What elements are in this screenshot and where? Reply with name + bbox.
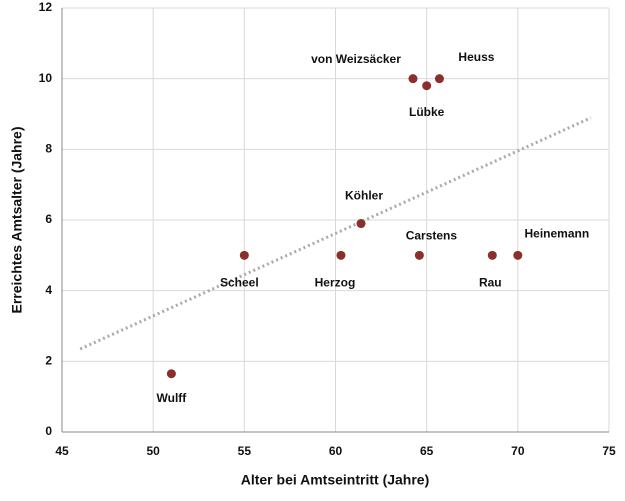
y-tick-label: 4 xyxy=(45,283,52,297)
point xyxy=(422,81,432,91)
y-tick-label: 10 xyxy=(39,71,53,85)
point-label: Lübke xyxy=(409,105,445,119)
point xyxy=(434,74,444,84)
x-tick-label: 75 xyxy=(602,444,616,458)
x-tick-label: 45 xyxy=(55,444,69,458)
point xyxy=(356,219,366,229)
point-label: von Weizsäcker xyxy=(311,52,401,66)
x-tick-label: 60 xyxy=(329,444,343,458)
point xyxy=(166,369,176,379)
x-tick-label: 50 xyxy=(146,444,160,458)
y-tick-label: 2 xyxy=(45,354,52,368)
x-tick-label: 70 xyxy=(511,444,525,458)
x-tick-label: 55 xyxy=(238,444,252,458)
x-tick-label: 65 xyxy=(420,444,434,458)
x-axis-title: Alter bei Amtseintritt (Jahre) xyxy=(241,472,430,488)
point xyxy=(513,250,523,260)
trendline xyxy=(79,116,592,351)
y-tick-label: 6 xyxy=(45,212,52,226)
point xyxy=(487,250,497,260)
y-tick-label: 8 xyxy=(45,142,52,156)
point xyxy=(408,74,418,84)
point-label: Heuss xyxy=(458,50,494,64)
point-label: Rau xyxy=(479,276,502,290)
point-label: Heinemann xyxy=(524,227,589,241)
point-label: Köhler xyxy=(345,189,383,203)
point xyxy=(336,250,346,260)
point xyxy=(239,250,249,260)
y-tick-label: 0 xyxy=(45,424,52,438)
point-label: Herzog xyxy=(315,276,356,290)
point-label: Wulff xyxy=(157,391,188,405)
point xyxy=(414,250,424,260)
point-label: Scheel xyxy=(220,276,259,290)
point-label: Carstens xyxy=(406,229,458,243)
y-axis-title: Erreichtes Amtsalter (Jahre) xyxy=(9,126,25,313)
y-tick-label: 12 xyxy=(39,0,53,14)
